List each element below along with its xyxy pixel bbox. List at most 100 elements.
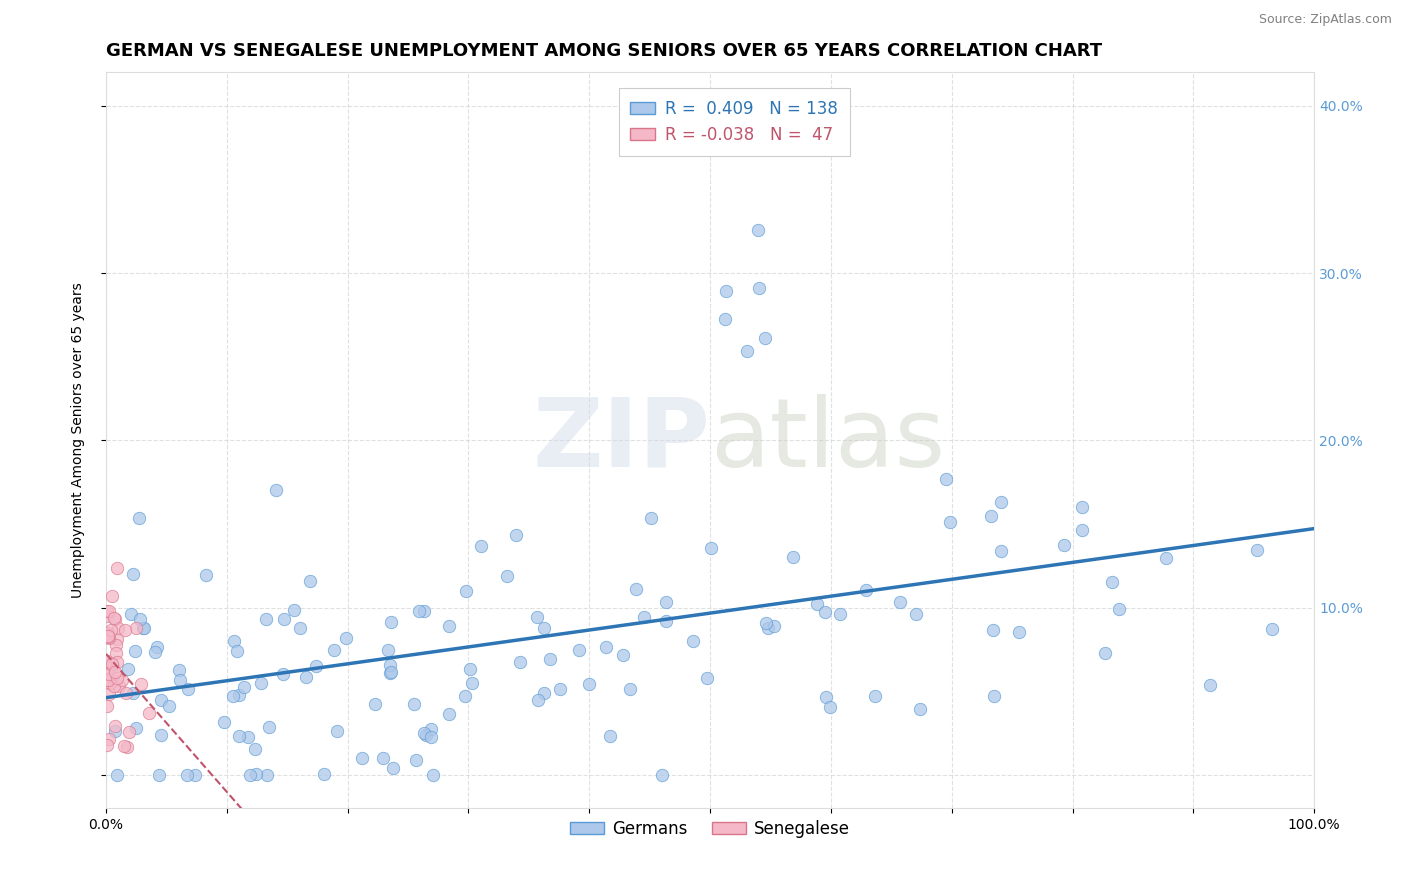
- Point: [271, 667, 294, 681]
- Point: [107, 632, 129, 646]
- Point: [651, 768, 673, 782]
- Point: [889, 595, 911, 609]
- Point: [437, 706, 460, 721]
- Point: [112, 739, 135, 753]
- Point: [815, 690, 838, 705]
- Point: [754, 331, 776, 345]
- Point: [378, 666, 401, 681]
- Point: [1199, 678, 1222, 692]
- Point: [273, 612, 295, 626]
- Point: [169, 673, 191, 687]
- Point: [1101, 574, 1123, 589]
- Point: [233, 680, 256, 694]
- Point: [980, 508, 1002, 523]
- Point: [782, 549, 804, 564]
- Point: [568, 643, 591, 657]
- Point: [225, 644, 247, 658]
- Point: [148, 768, 170, 782]
- Point: [97, 687, 120, 701]
- Point: [239, 768, 262, 782]
- Point: [134, 621, 156, 635]
- Point: [228, 688, 250, 702]
- Point: [143, 645, 166, 659]
- Point: [405, 754, 427, 768]
- Point: [756, 621, 779, 635]
- Text: atlas: atlas: [710, 394, 945, 487]
- Point: [125, 721, 148, 735]
- Point: [124, 621, 146, 635]
- Point: [700, 541, 723, 556]
- Point: [122, 686, 145, 700]
- Point: [828, 607, 851, 621]
- Point: [101, 589, 124, 603]
- Point: [98, 657, 121, 671]
- Point: [904, 607, 927, 622]
- Point: [150, 693, 173, 707]
- Text: GERMAN VS SENEGALESE UNEMPLOYMENT AMONG SENIORS OVER 65 YEARS CORRELATION CHART: GERMAN VS SENEGALESE UNEMPLOYMENT AMONG …: [105, 42, 1102, 60]
- Point: [97, 632, 120, 646]
- Point: [814, 605, 837, 619]
- Point: [146, 640, 169, 654]
- Point: [747, 223, 769, 237]
- Point: [527, 693, 550, 707]
- Point: [115, 686, 138, 700]
- Point: [245, 767, 267, 781]
- Point: [335, 631, 357, 645]
- Point: [105, 671, 128, 685]
- Point: [98, 732, 121, 747]
- Point: [176, 768, 198, 782]
- Point: [935, 472, 957, 486]
- Point: [624, 582, 647, 596]
- Point: [104, 638, 127, 652]
- Point: [122, 567, 145, 582]
- Point: [696, 671, 718, 685]
- Point: [103, 665, 125, 679]
- Point: [96, 609, 118, 624]
- Point: [101, 657, 124, 671]
- Point: [456, 583, 478, 598]
- Point: [111, 673, 134, 687]
- Point: [533, 621, 555, 635]
- Point: [295, 670, 318, 684]
- Point: [120, 607, 142, 621]
- Point: [533, 686, 555, 700]
- Point: [97, 625, 120, 640]
- Point: [105, 655, 128, 669]
- Point: [103, 611, 125, 625]
- Point: [98, 676, 121, 690]
- Point: [104, 719, 127, 733]
- Point: [364, 698, 387, 712]
- Text: ZIP: ZIP: [533, 394, 710, 487]
- Point: [96, 604, 118, 618]
- Point: [983, 689, 1005, 703]
- Point: [981, 624, 1004, 638]
- Point: [655, 595, 678, 609]
- Point: [96, 738, 118, 752]
- Point: [599, 730, 621, 744]
- Point: [939, 515, 962, 529]
- Point: [437, 619, 460, 633]
- Point: [458, 662, 481, 676]
- Point: [236, 730, 259, 744]
- Point: [114, 623, 136, 637]
- Point: [578, 676, 600, 690]
- Point: [105, 768, 128, 782]
- Point: [420, 722, 443, 736]
- Point: [1071, 523, 1094, 537]
- Point: [755, 616, 778, 631]
- Point: [595, 640, 617, 655]
- Point: [138, 706, 160, 721]
- Point: [818, 700, 841, 714]
- Point: [177, 681, 200, 696]
- Point: [101, 674, 124, 689]
- Point: [762, 619, 785, 633]
- Point: [266, 483, 288, 497]
- Point: [1246, 543, 1268, 558]
- Point: [96, 629, 118, 643]
- Point: [505, 528, 527, 542]
- Point: [855, 583, 877, 598]
- Point: [299, 574, 322, 589]
- Point: [290, 622, 312, 636]
- Point: [249, 676, 271, 690]
- Point: [990, 544, 1012, 558]
